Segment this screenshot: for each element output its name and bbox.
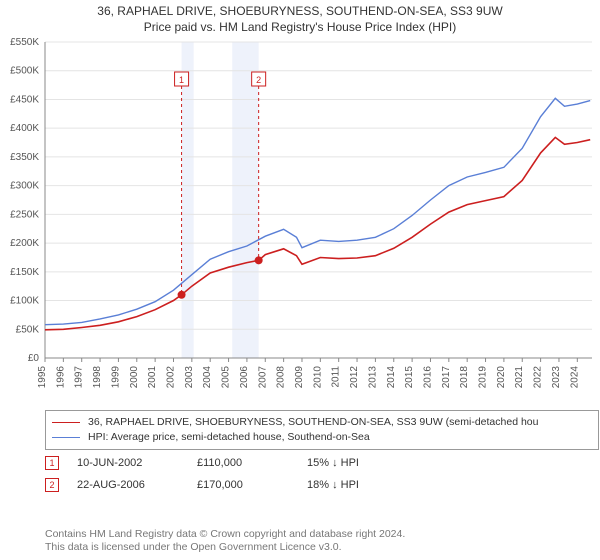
sale-price: £170,000 — [197, 479, 307, 491]
svg-text:£400K: £400K — [10, 123, 39, 134]
legend-swatch — [52, 422, 80, 423]
svg-text:2009: 2009 — [294, 366, 305, 389]
svg-text:2: 2 — [256, 75, 261, 85]
svg-text:2001: 2001 — [147, 366, 158, 389]
svg-text:2002: 2002 — [165, 366, 176, 389]
title-address: 36, RAPHAEL DRIVE, SHOEBURYNESS, SOUTHEN… — [0, 4, 600, 18]
svg-text:2000: 2000 — [129, 366, 140, 389]
sale-marker-2 — [255, 256, 263, 264]
svg-text:2021: 2021 — [514, 366, 525, 389]
svg-text:2020: 2020 — [496, 366, 507, 389]
sale-marker-box: 1 — [45, 456, 59, 470]
svg-text:2015: 2015 — [404, 366, 415, 389]
svg-text:2004: 2004 — [202, 366, 213, 389]
footer-attribution: Contains HM Land Registry data © Crown c… — [45, 528, 585, 554]
svg-text:2003: 2003 — [184, 366, 195, 389]
footer-line-2: This data is licensed under the Open Gov… — [45, 541, 585, 554]
svg-text:£550K: £550K — [10, 38, 39, 48]
svg-text:2011: 2011 — [331, 366, 342, 388]
legend-swatch — [52, 437, 80, 438]
svg-text:2016: 2016 — [422, 366, 433, 389]
sale-diff: 18% ↓ HPI — [307, 479, 427, 491]
svg-text:2017: 2017 — [441, 366, 452, 389]
sale-row-2: 2 22-AUG-2006£170,00018% ↓ HPI — [45, 474, 585, 496]
svg-text:£450K: £450K — [10, 94, 39, 105]
svg-text:1: 1 — [179, 75, 184, 85]
svg-text:2019: 2019 — [478, 366, 489, 389]
legend-label: 36, RAPHAEL DRIVE, SHOEBURYNESS, SOUTHEN… — [88, 415, 538, 430]
svg-text:2023: 2023 — [551, 366, 562, 389]
chart-svg: £0 £50K £100K £150K £200K £250K £300K £350K £400… — [0, 38, 600, 406]
sales-table: 1 10-JUN-2002£110,00015% ↓ HPI 2 22-AUG-200… — [45, 452, 585, 496]
chart-titles: 36, RAPHAEL DRIVE, SHOEBURYNESS, SOUTHEN… — [0, 0, 600, 34]
svg-text:1997: 1997 — [74, 366, 85, 389]
chart: £0 £50K £100K £150K £200K £250K £300K £350K £400… — [0, 38, 600, 406]
sale-date: 22-AUG-2006 — [77, 479, 197, 491]
sale-marker-1 — [178, 291, 186, 299]
svg-text:£250K: £250K — [10, 209, 39, 220]
legend: 36, RAPHAEL DRIVE, SHOEBURYNESS, SOUTHEN… — [45, 410, 599, 450]
svg-text:£50K: £50K — [16, 324, 40, 335]
sale-marker-box: 2 — [45, 478, 59, 492]
sale-row-1: 1 10-JUN-2002£110,00015% ↓ HPI — [45, 452, 585, 474]
legend-item-property: 36, RAPHAEL DRIVE, SHOEBURYNESS, SOUTHEN… — [52, 415, 592, 430]
svg-text:£300K: £300K — [10, 181, 39, 192]
svg-text:£100K: £100K — [10, 296, 39, 307]
svg-text:2006: 2006 — [239, 366, 250, 389]
svg-text:2007: 2007 — [257, 366, 268, 389]
legend-label: HPI: Average price, semi-detached house,… — [88, 430, 370, 445]
svg-text:2022: 2022 — [533, 366, 544, 389]
svg-text:£500K: £500K — [10, 66, 39, 77]
svg-text:2024: 2024 — [569, 366, 580, 389]
svg-text:2012: 2012 — [349, 366, 360, 389]
legend-item-hpi: HPI: Average price, semi-detached house,… — [52, 430, 592, 445]
chart-container: { "title1": "36, RAPHAEL DRIVE, SHOEBURY… — [0, 0, 600, 560]
svg-text:£0: £0 — [28, 353, 40, 364]
footer-line-1: Contains HM Land Registry data © Crown c… — [45, 528, 585, 541]
svg-text:1995: 1995 — [37, 366, 48, 389]
sale-price: £110,000 — [197, 457, 307, 469]
svg-text:1998: 1998 — [92, 366, 103, 389]
svg-text:2010: 2010 — [312, 366, 323, 389]
series-hpi — [45, 98, 590, 324]
svg-text:£350K: £350K — [10, 152, 39, 163]
svg-text:£150K: £150K — [10, 267, 39, 278]
svg-text:£200K: £200K — [10, 238, 39, 249]
title-subtitle: Price paid vs. HM Land Registry's House … — [0, 20, 600, 34]
svg-text:1996: 1996 — [55, 366, 66, 389]
svg-text:2018: 2018 — [459, 366, 470, 389]
sale-diff: 15% ↓ HPI — [307, 457, 427, 469]
svg-text:2014: 2014 — [386, 366, 397, 389]
sale-date: 10-JUN-2002 — [77, 457, 197, 469]
svg-text:2008: 2008 — [276, 366, 287, 389]
svg-text:2005: 2005 — [221, 366, 232, 389]
svg-text:1999: 1999 — [110, 366, 121, 389]
svg-text:2013: 2013 — [367, 366, 378, 389]
